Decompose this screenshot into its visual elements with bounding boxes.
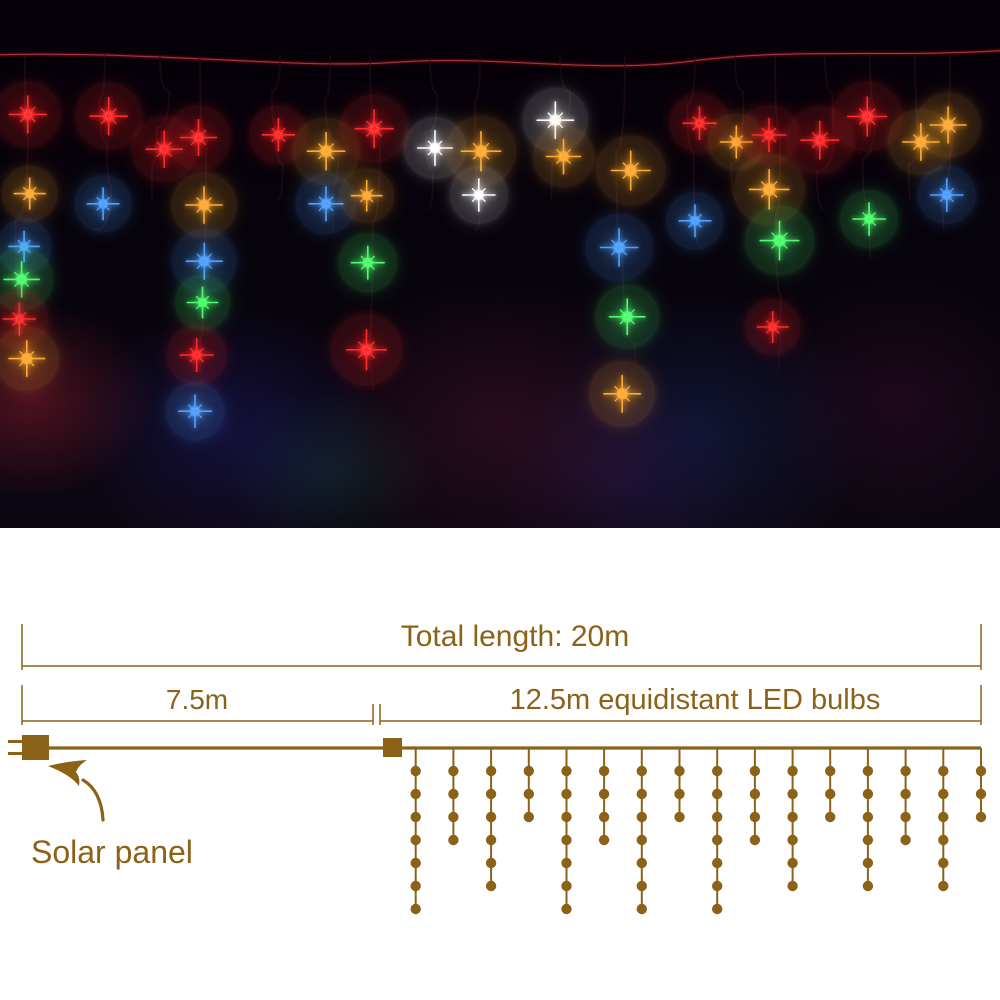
svg-text:7.5m: 7.5m <box>166 684 228 715</box>
svg-text:12.5m equidistant LED bulbs: 12.5m equidistant LED bulbs <box>510 684 881 716</box>
svg-text:Solar panel: Solar panel <box>31 834 193 870</box>
svg-text:Total length: 20m: Total length: 20m <box>401 620 629 653</box>
